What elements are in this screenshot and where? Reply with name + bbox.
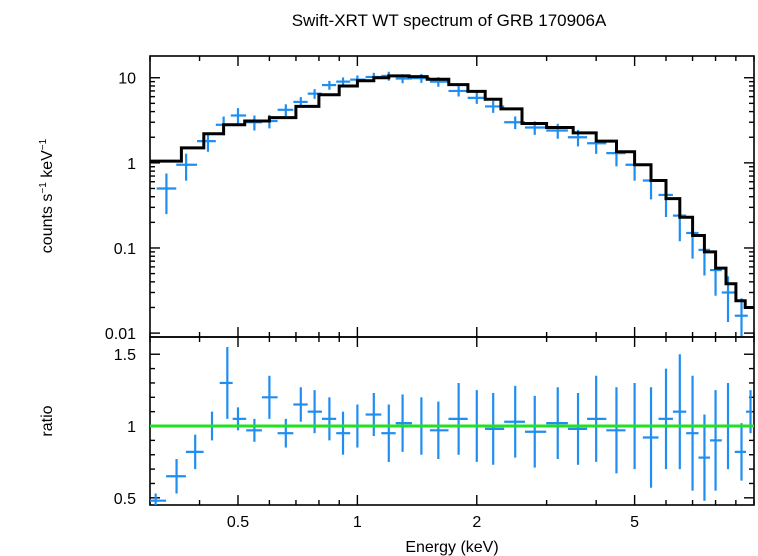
spectrum-y-tick-label: 10 bbox=[118, 71, 136, 88]
x-tick-label: 2 bbox=[472, 514, 481, 531]
ratio-data-point bbox=[429, 401, 449, 460]
ratio-data-point bbox=[336, 411, 351, 455]
x-axis-label: Energy (keV) bbox=[405, 539, 498, 556]
spectrum-data-point bbox=[230, 108, 247, 125]
ratio-y-axis-label: ratio bbox=[39, 405, 56, 436]
spectrum-model-curve bbox=[150, 74, 754, 309]
ratio-data-point bbox=[524, 395, 547, 468]
x-tick-label: 5 bbox=[630, 514, 639, 531]
ratio-data-point bbox=[448, 382, 468, 455]
x-tick-labels: 0.5 1 2 5 bbox=[227, 514, 639, 531]
chart-title: Swift-XRT WT spectrum of GRB 170906A bbox=[292, 11, 607, 30]
ratio-plot-frame bbox=[149, 336, 755, 506]
ratio-data-point bbox=[219, 347, 233, 419]
ratio-panel: 0.5 1 1.5 0.5 1 2 5 ratio Energy (keV) bbox=[39, 336, 755, 556]
spectrum-plot-frame bbox=[149, 55, 755, 338]
spectrum-data-point bbox=[448, 86, 468, 97]
ratio-data-point bbox=[587, 375, 607, 462]
ratio-data-point bbox=[642, 387, 659, 488]
x-tick-label: 1 bbox=[353, 514, 362, 531]
spectrum-y-tick-label: 0.1 bbox=[114, 241, 136, 258]
spectrum-data-point bbox=[277, 104, 294, 117]
ratio-data-point bbox=[261, 375, 278, 419]
ratio-data-point bbox=[484, 393, 505, 465]
ratio-data-point bbox=[686, 375, 699, 491]
ratio-data-point bbox=[365, 393, 382, 437]
spectrum-y-tick-labels: 0.01 0.1 1 10 bbox=[105, 71, 136, 343]
ratio-data-point bbox=[734, 423, 747, 481]
ratio-y-tick-label: 1 bbox=[127, 419, 136, 436]
ratio-data-point bbox=[504, 385, 525, 458]
ratio-data-point bbox=[277, 418, 294, 448]
ratio-data-point bbox=[672, 354, 687, 470]
ratio-data-point bbox=[150, 493, 167, 505]
spectrum-panel: 0.01 0.1 1 10 counts s−1 keV−1 bbox=[38, 55, 755, 343]
spectrum-data-point bbox=[734, 298, 748, 337]
ratio-data-point bbox=[567, 393, 588, 465]
ratio-data-point bbox=[710, 390, 722, 491]
ratio-data-point bbox=[395, 394, 412, 452]
ratio-y-tick-label: 1.5 bbox=[114, 347, 136, 364]
ratio-axis-ticks bbox=[149, 337, 755, 505]
spectrum-y-axis-label: counts s−1 keV−1 bbox=[38, 138, 56, 253]
ratio-y-tick-label: 0.5 bbox=[114, 491, 136, 508]
spectrum-axis-ticks bbox=[149, 56, 755, 337]
spectrum-data-point bbox=[176, 153, 198, 181]
spectrum-data-point bbox=[246, 115, 262, 131]
ratio-data-point bbox=[166, 459, 186, 494]
ratio-data-point bbox=[658, 368, 673, 470]
spectrum-data-points bbox=[156, 71, 748, 337]
spectrum-y-tick-label: 0.01 bbox=[105, 326, 136, 343]
ratio-data-point bbox=[293, 387, 308, 422]
ratio-data-point bbox=[246, 418, 262, 442]
spectrum-data-point bbox=[546, 123, 568, 139]
ratio-data-point bbox=[606, 387, 626, 474]
spectrum-y-tick-label: 1 bbox=[127, 156, 136, 173]
ratio-data-point bbox=[698, 414, 711, 501]
ratio-data-point bbox=[185, 434, 204, 470]
spectrum-data-point bbox=[197, 132, 216, 152]
ratio-data-point bbox=[546, 387, 568, 460]
spectrum-data-point bbox=[156, 173, 177, 215]
spectrum-data-point bbox=[321, 80, 337, 90]
x-tick-label: 0.5 bbox=[227, 514, 249, 531]
ratio-data-point bbox=[321, 397, 337, 441]
ratio-data-point bbox=[381, 404, 396, 462]
spectrum-data-point bbox=[467, 92, 485, 104]
ratio-y-tick-labels: 0.5 1 1.5 bbox=[114, 347, 136, 508]
